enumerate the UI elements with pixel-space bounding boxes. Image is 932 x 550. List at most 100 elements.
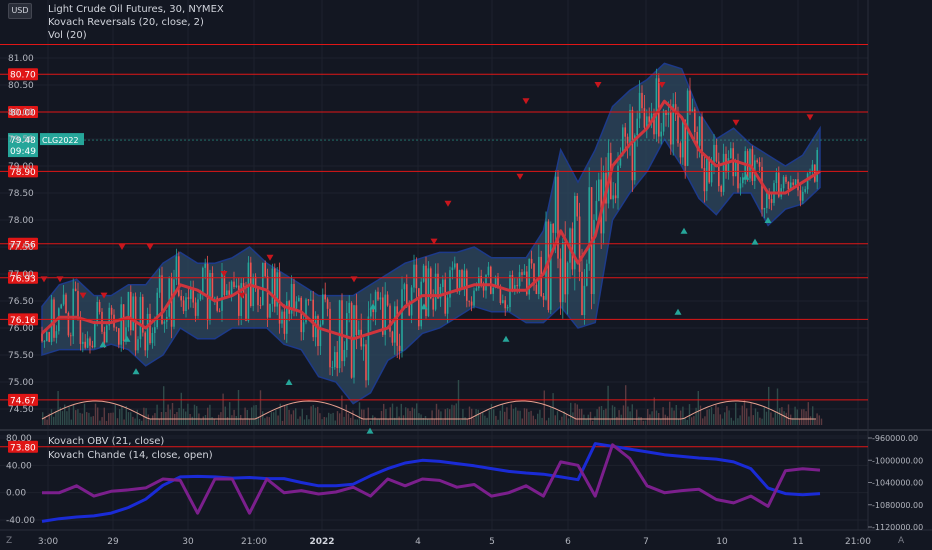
volume-bar [218,414,220,425]
candle-body [221,270,223,311]
volume-bar [541,417,543,425]
volume-bar [328,412,330,425]
candle-body [170,278,173,327]
volume-bar [585,419,587,425]
volume-bar [431,410,433,425]
volume-bar [103,407,105,425]
volume-bar [383,403,385,425]
volume-bar [136,409,138,425]
volume-bar [510,404,512,425]
currency-button[interactable]: USD [8,3,32,19]
candle-body [458,270,461,292]
candle-body [120,304,122,345]
candle-body [581,271,583,315]
volume-bar [761,418,763,425]
reversal-down-marker [522,98,530,105]
candle-body [454,263,456,268]
candle-body [226,290,228,296]
candle-body [444,279,446,314]
candle-body [566,262,569,295]
level-tag [8,165,38,178]
auto-scale-icon[interactable]: A [898,536,905,546]
reversal-down-marker [594,82,602,88]
candle-body [377,291,379,300]
volume-bar [697,391,699,425]
reversal-down-marker [350,276,358,283]
volume-bar [400,403,402,425]
volume-bar [233,409,235,425]
volume-bar [240,415,242,425]
volume-bar [561,416,563,425]
candle-body [197,299,199,316]
candle-body [137,339,139,351]
volume-bar [270,412,273,425]
volume-bar [693,416,695,425]
volume-bar [64,404,66,425]
candle-body [614,195,617,199]
candle-body [230,281,233,295]
candle-body [398,345,401,351]
obv-legend[interactable]: Kovach OBV (21, close) [48,436,165,447]
volume-bar [308,419,310,425]
volume-bar [167,404,169,425]
candle-body [722,153,725,192]
candle-body [502,300,504,303]
price-tick-label: 81.00 [8,54,34,64]
volume-bar [776,388,779,425]
candle-body [646,116,648,128]
candle-body [295,301,298,309]
volume-bar [301,408,303,425]
candle-body [401,289,403,351]
candle-body [475,288,478,291]
candle-body [82,341,84,344]
candle-body [446,297,449,314]
chande-legend[interactable]: Kovach Chande (14, close, open) [48,450,213,461]
candle-body [156,292,158,328]
candle-body [701,116,703,168]
candle-body [163,321,166,324]
candle-body [214,297,216,299]
candle-body [379,297,382,300]
volume-bar [596,409,598,425]
volume-bar [273,412,275,425]
candle-body [262,263,264,306]
volume-bar [728,410,730,425]
price-tick-label: 79.00 [8,162,34,172]
volume-bar [123,419,125,425]
volume-bar [259,390,262,425]
candle-body [362,344,365,347]
candle-body [358,329,360,335]
volume-bar [372,415,374,425]
candle-body [384,294,386,335]
countdown-label: 09:49 [10,147,36,157]
volume-bar [721,418,724,425]
candle-body [168,278,170,317]
volume-legend[interactable]: Vol (20) [48,30,87,41]
reversals-legend[interactable]: Kovach Reversals (20, close, 2) [48,17,204,28]
volume-bar [499,410,501,425]
level-tag [8,106,38,118]
volume-bar [794,406,796,425]
timezone-icon[interactable]: Z [6,536,13,546]
volume-bar [211,417,213,425]
candle-body [324,294,326,300]
symbol-legend[interactable]: Light Crude Oil Futures, 30, NYMEX [48,4,224,15]
volume-bar [347,413,350,425]
volume-bar [380,410,383,425]
volume-bar [653,397,655,425]
candle-body [511,275,514,292]
volume-bar [68,407,70,425]
candle-body [307,299,310,301]
volume-bar [625,385,627,425]
volume-bar [284,405,286,425]
volume-bar [422,418,424,425]
volume-bar [182,408,185,425]
candle-body [72,288,74,337]
candle-body [526,271,528,295]
volume-bar [620,414,622,425]
time-tick-label: 2022 [309,537,334,547]
candle-body [799,190,802,201]
time-tick-label: 11 [792,537,803,547]
candle-body [631,109,634,181]
